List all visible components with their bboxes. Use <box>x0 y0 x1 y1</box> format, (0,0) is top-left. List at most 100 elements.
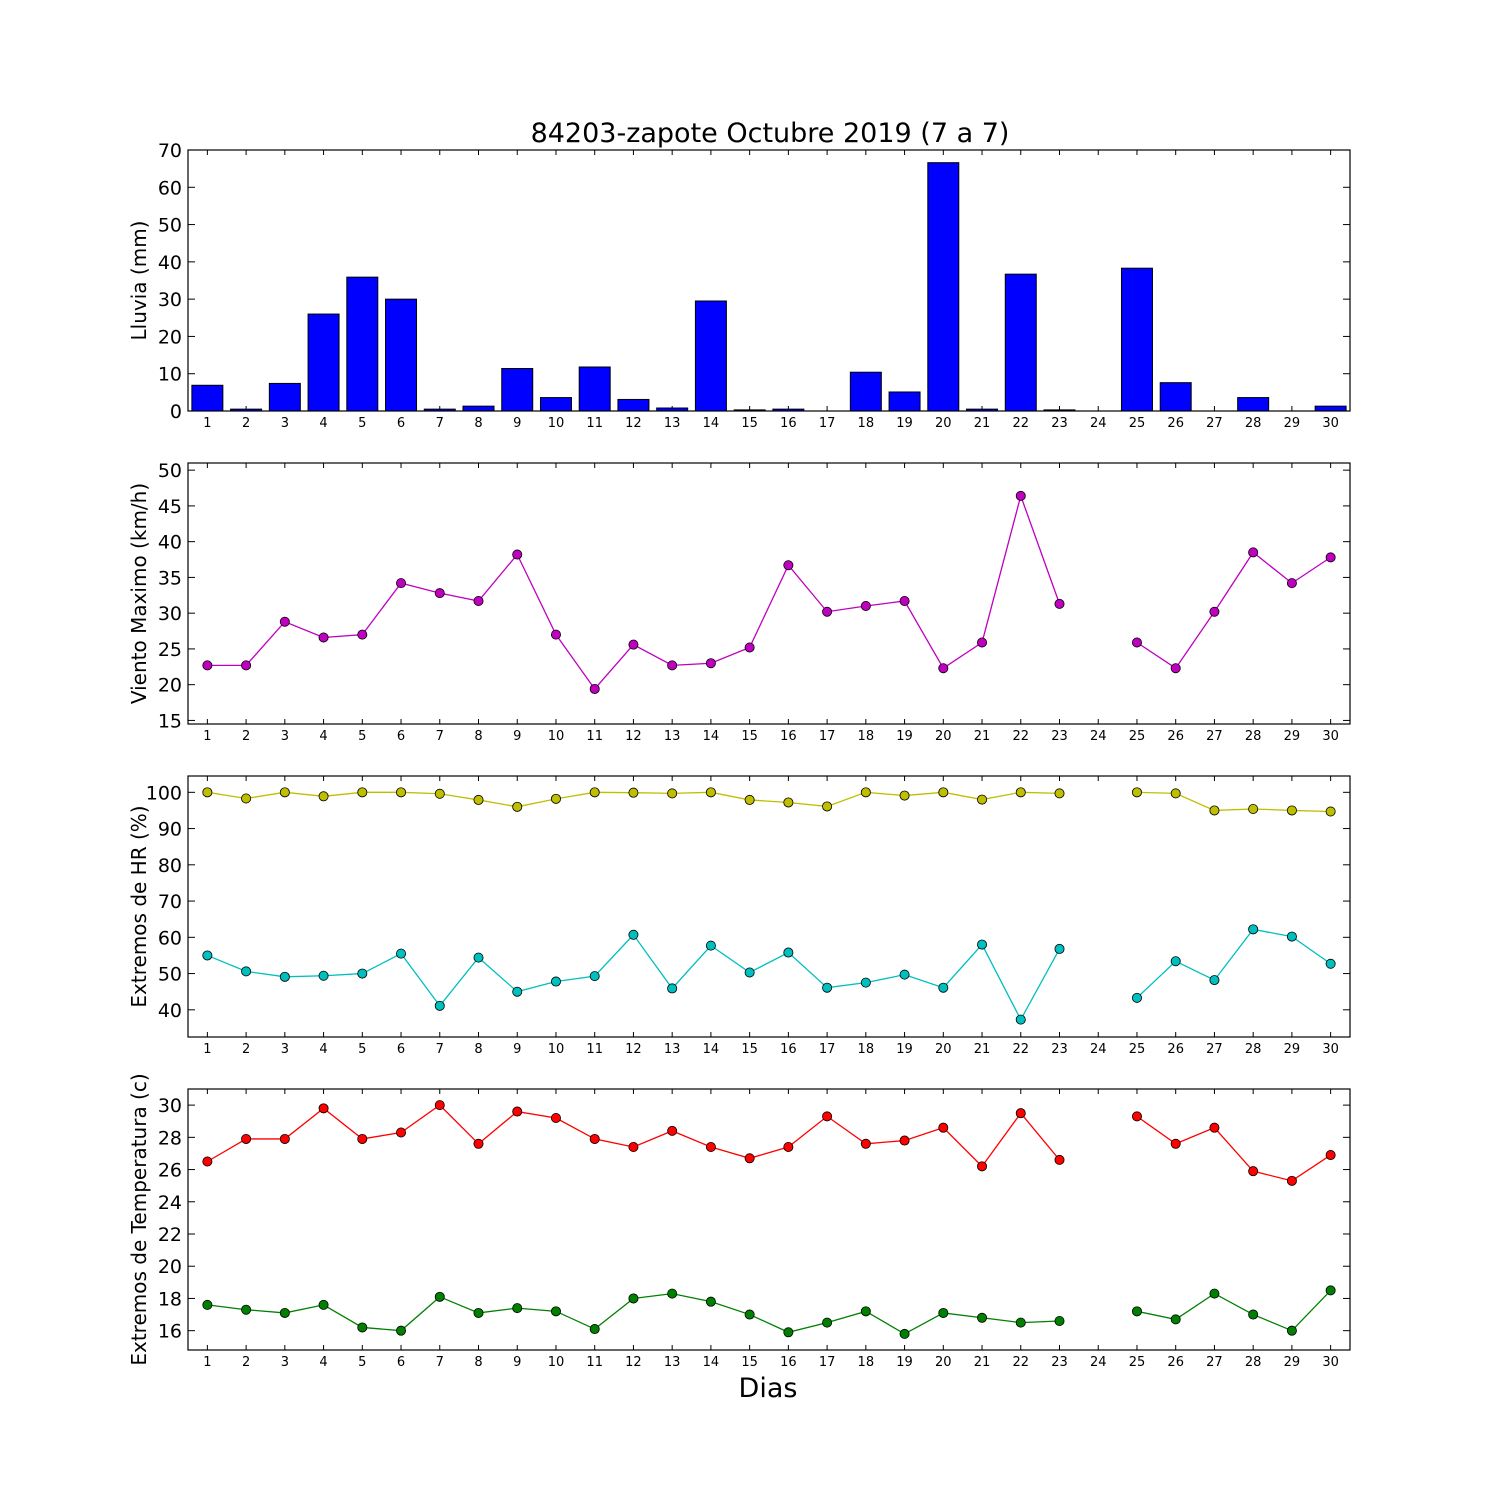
y-tick-label: 0 <box>170 401 182 423</box>
x-tick-label: 25 <box>1129 1042 1146 1057</box>
x-tick-label: 15 <box>741 1042 758 1057</box>
x-tick-label: 4 <box>319 416 327 431</box>
bar-day-12 <box>617 398 650 412</box>
point-min-day-1 <box>202 1299 213 1310</box>
x-tick-label: 5 <box>358 416 366 431</box>
point-min-day-8 <box>473 1307 484 1318</box>
point-min-day-27 <box>1209 975 1220 986</box>
point-max-day-23 <box>1054 788 1065 799</box>
x-tick-label: 28 <box>1245 1355 1262 1370</box>
point-max-day-25 <box>1131 787 1142 798</box>
bar-day-20 <box>927 162 960 412</box>
point-max-day-10 <box>550 629 561 640</box>
x-tick-label: 28 <box>1245 1042 1262 1057</box>
point-max-day-26 <box>1170 1138 1181 1149</box>
bar-day-3 <box>268 382 301 412</box>
point-max-day-11 <box>589 1133 600 1144</box>
x-tick-label: 17 <box>819 416 836 431</box>
point-max-day-18 <box>860 787 871 798</box>
series-line-min <box>1136 928 1332 999</box>
point-max-day-12 <box>628 787 639 798</box>
point-max-day-12 <box>628 1142 639 1153</box>
y-tick-label: 45 <box>158 496 182 518</box>
x-tick-label: 13 <box>664 729 681 744</box>
point-max-day-5 <box>357 629 368 640</box>
point-max-day-2 <box>241 1133 252 1144</box>
x-tick-label: 17 <box>819 729 836 744</box>
x-tick-label: 20 <box>935 1355 952 1370</box>
x-tick-label: 26 <box>1167 1042 1184 1057</box>
y-tick-label: 50 <box>158 460 182 482</box>
point-max-day-21 <box>977 637 988 648</box>
x-tick-label: 25 <box>1129 416 1146 431</box>
x-tick-label: 17 <box>819 1042 836 1057</box>
point-max-day-8 <box>473 1138 484 1149</box>
point-min-day-4 <box>318 1299 329 1310</box>
point-min-day-16 <box>783 947 794 958</box>
y-tick-label: 60 <box>158 177 182 199</box>
point-max-day-15 <box>744 642 755 653</box>
x-tick-label: 12 <box>625 416 642 431</box>
point-max-day-25 <box>1131 1111 1142 1122</box>
y-tick-label: 60 <box>158 927 182 949</box>
x-tick-label: 22 <box>1012 729 1029 744</box>
y-tick-label: 28 <box>158 1127 182 1149</box>
x-tick-label: 19 <box>896 729 913 744</box>
x-tick-label: 24 <box>1090 729 1107 744</box>
x-tick-label: 21 <box>974 1355 991 1370</box>
x-tick-label: 26 <box>1167 729 1184 744</box>
y-axis-label: Extremos de HR (%) <box>127 805 151 1007</box>
bar-day-5 <box>346 276 379 412</box>
x-tick-label: 7 <box>436 416 444 431</box>
point-min-day-6 <box>396 948 407 959</box>
x-tick-label: 24 <box>1090 416 1107 431</box>
x-tick-label: 19 <box>896 416 913 431</box>
x-tick-label: 1 <box>203 1042 211 1057</box>
x-tick-label: 24 <box>1090 1355 1107 1370</box>
x-tick-label: 8 <box>474 1042 482 1057</box>
bar-day-30 <box>1314 405 1347 412</box>
point-min-day-1 <box>202 950 213 961</box>
point-max-day-10 <box>550 1113 561 1124</box>
series-line-min <box>1136 1289 1332 1332</box>
x-tick-label: 6 <box>397 416 405 431</box>
x-tick-label: 3 <box>281 1355 289 1370</box>
point-max-day-10 <box>550 793 561 804</box>
x-tick-label: 11 <box>586 729 603 744</box>
point-max-day-14 <box>705 787 716 798</box>
point-min-day-2 <box>241 1304 252 1315</box>
y-axis-label: Viento Maximo (km/h) <box>127 483 151 704</box>
point-max-day-22 <box>1015 1108 1026 1119</box>
point-max-day-11 <box>589 683 600 694</box>
point-max-day-17 <box>822 606 833 617</box>
point-max-day-18 <box>860 601 871 612</box>
x-tick-label: 12 <box>625 729 642 744</box>
plot-frame <box>187 1088 1351 1351</box>
y-tick-label: 24 <box>158 1192 182 1214</box>
x-tick-label: 30 <box>1322 1355 1339 1370</box>
x-tick-label: 26 <box>1167 416 1184 431</box>
x-tick-label: 23 <box>1051 729 1068 744</box>
y-tick-label: 80 <box>158 855 182 877</box>
x-tick-label: 18 <box>858 1042 875 1057</box>
point-max-day-5 <box>357 787 368 798</box>
point-min-day-26 <box>1170 1314 1181 1325</box>
series-line-max <box>1136 1115 1331 1182</box>
point-min-day-17 <box>822 1317 833 1328</box>
x-tick-label: 15 <box>741 729 758 744</box>
y-tick-label: 18 <box>158 1288 182 1310</box>
point-max-day-1 <box>202 787 213 798</box>
point-min-day-5 <box>357 968 368 979</box>
point-max-day-29 <box>1286 1175 1297 1186</box>
point-max-day-2 <box>241 660 252 671</box>
point-min-day-22 <box>1015 1014 1026 1025</box>
point-max-day-4 <box>318 791 329 802</box>
point-max-day-14 <box>705 658 716 669</box>
point-min-day-6 <box>396 1325 407 1336</box>
x-tick-label: 9 <box>513 1355 521 1370</box>
point-max-day-4 <box>318 1103 329 1114</box>
